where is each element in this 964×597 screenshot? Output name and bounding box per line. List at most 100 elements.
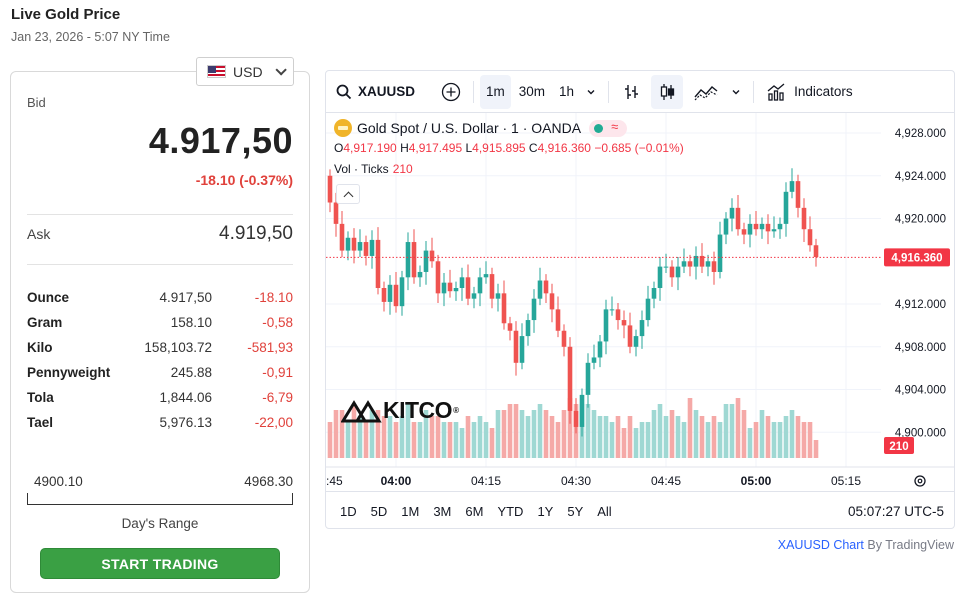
candle-body	[633, 336, 639, 347]
volume-bar	[519, 410, 525, 458]
symbol-search[interactable]: XAUUSD	[330, 75, 421, 109]
volume-bar	[369, 410, 375, 458]
indicators-button[interactable]: Indicators	[760, 75, 859, 109]
volume-bar	[483, 422, 489, 458]
range-5d[interactable]: 5D	[370, 503, 388, 519]
candle-body	[567, 346, 573, 411]
range-1y[interactable]: 1Y	[537, 503, 554, 519]
candle-body	[387, 284, 393, 302]
candle-body	[621, 320, 627, 326]
candle-body	[525, 320, 531, 337]
volume-bar	[537, 404, 543, 458]
candle-body	[807, 229, 813, 246]
range-ytd[interactable]: YTD	[497, 503, 524, 519]
settings-gear-icon	[917, 478, 923, 484]
volume-bar	[651, 410, 657, 458]
candle-body	[699, 255, 705, 267]
bar-style-button[interactable]	[615, 75, 647, 109]
interval-1h[interactable]: 1h	[559, 84, 575, 99]
volume-bar	[681, 422, 687, 458]
last-price-tag	[884, 248, 950, 267]
start-trading-button[interactable]: START TRADING	[40, 548, 280, 579]
candle-body	[417, 271, 423, 278]
ask-value: 4.919,50	[219, 223, 293, 244]
chart-clock[interactable]: 05:07:27 UTC-5	[847, 503, 944, 519]
volume-bar	[357, 416, 363, 458]
candle-body	[495, 293, 501, 299]
low-label: L	[465, 141, 473, 155]
range-1d[interactable]: 1D	[340, 503, 357, 519]
weight-price: 158.10	[170, 315, 212, 330]
x-axis-label: 05:15	[831, 474, 861, 488]
candle-body	[375, 239, 381, 288]
indicators-icon	[767, 83, 785, 101]
interval-dropdown[interactable]	[580, 75, 602, 109]
volume-bar	[639, 422, 645, 458]
weight-change: -18.10	[254, 290, 293, 305]
volume-bar	[429, 416, 435, 458]
candle-body	[549, 293, 555, 310]
page-title: Live Gold Price	[11, 6, 121, 23]
volume-bar	[675, 416, 681, 458]
candle-body	[783, 191, 789, 224]
toolbar-separator	[753, 80, 755, 103]
candle-body	[381, 288, 387, 302]
currency-selector[interactable]: USD	[196, 57, 294, 86]
market-status-badge[interactable]	[589, 119, 628, 137]
candle-body	[411, 242, 417, 278]
compare-button[interactable]	[435, 75, 467, 109]
tradingview-credit[interactable]: By TradingView	[867, 538, 954, 552]
volume-bar	[363, 422, 369, 458]
candle-body	[591, 357, 597, 363]
volume-bar	[813, 440, 819, 458]
candle-body	[357, 242, 363, 251]
volume-bar	[405, 404, 411, 458]
last-volume-label: 210	[889, 441, 908, 453]
volume-bar	[375, 410, 381, 458]
candle-body	[615, 309, 621, 321]
volume-bar	[633, 428, 639, 458]
candle-body	[693, 255, 699, 267]
area-style-button[interactable]	[687, 75, 725, 109]
range-1m[interactable]: 1M	[401, 503, 420, 519]
candles-button[interactable]	[651, 74, 684, 109]
interval-30m[interactable]: 30m	[518, 84, 546, 99]
volume-bar	[531, 410, 537, 458]
volume-bar	[759, 410, 765, 458]
candle-body	[771, 229, 777, 232]
range-3m[interactable]: 3M	[433, 503, 452, 519]
collapse-legend-button[interactable]	[336, 184, 360, 204]
bid-value: 4.917,50	[148, 120, 293, 161]
price-chart[interactable]: 4,928.000 4,924.000 4,920.000 4,912.000 4,90…	[326, 113, 955, 491]
plus-circle-icon	[441, 82, 461, 101]
candle-body	[333, 202, 339, 224]
y-axis-label: 4,908.000	[895, 342, 946, 354]
volume-bar	[417, 422, 423, 458]
open-label: O	[334, 141, 344, 155]
volume-bar	[735, 398, 741, 458]
volume-bar	[453, 422, 459, 458]
weight-name: Gram	[27, 315, 63, 330]
chart-type-dropdown[interactable]	[725, 75, 747, 109]
last-volume-tag	[884, 437, 914, 454]
weight-row-ounce: Ounce 4.917,50 -18.10	[27, 285, 293, 310]
currency-label: USD	[233, 63, 263, 80]
close-value: 4,916.360	[537, 141, 591, 155]
candle-body	[609, 309, 615, 311]
range-5y[interactable]: 5Y	[567, 503, 584, 519]
weight-change: -22,00	[254, 415, 293, 430]
range-all[interactable]: All	[597, 503, 612, 519]
chart-widget: XAUUSD 1m 30m 1h	[325, 70, 955, 529]
interval-1m[interactable]: 1m	[480, 74, 511, 109]
candle-body	[513, 330, 519, 363]
candle-body	[669, 266, 675, 278]
xauusd-chart-link[interactable]: XAUUSD Chart	[777, 538, 864, 552]
candle-body	[813, 245, 819, 258]
volume-bar	[693, 410, 699, 458]
range-6m[interactable]: 6M	[465, 503, 484, 519]
volume-bar	[555, 422, 561, 458]
ohlc-change: −0.685 (−0.01%)	[594, 141, 684, 155]
candle-body	[753, 223, 759, 230]
candle-body	[351, 237, 357, 251]
weight-price: 158,103.72	[144, 340, 212, 355]
